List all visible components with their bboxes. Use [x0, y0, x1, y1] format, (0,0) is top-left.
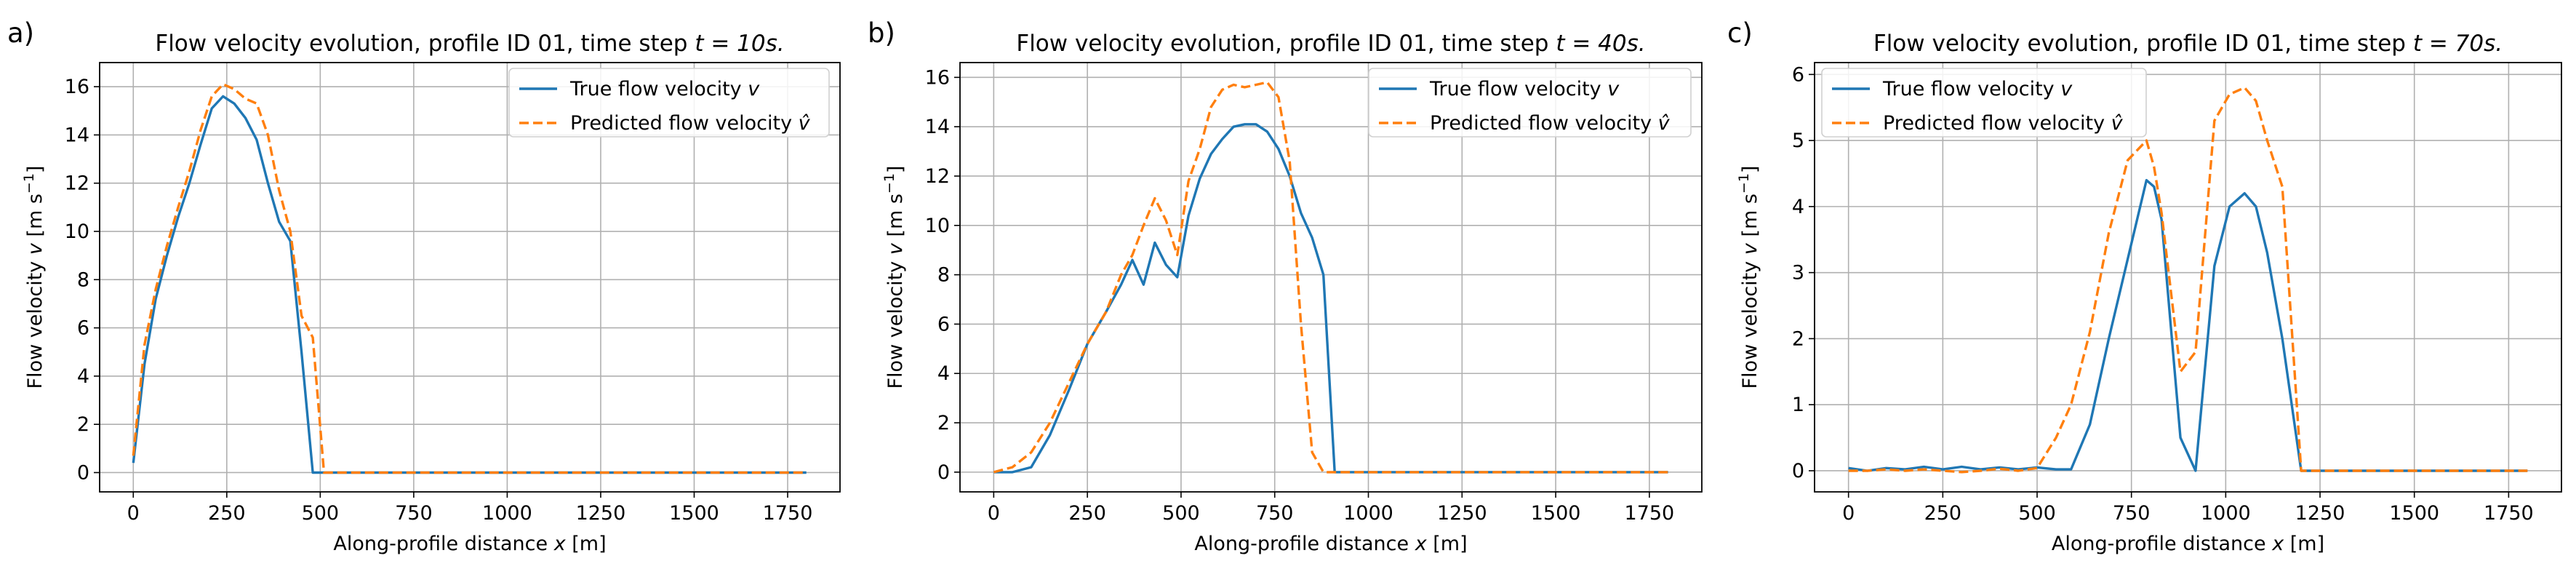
- x-tick-label: 250: [1924, 502, 1962, 525]
- y-tick-label: 10: [65, 220, 89, 243]
- y-tick-label: 10: [925, 215, 950, 237]
- x-tick-label: 0: [127, 502, 140, 525]
- y-tick-label: 2: [77, 413, 89, 436]
- y-tick-label: 14: [925, 116, 950, 138]
- y-tick-label: 16: [925, 66, 950, 89]
- legend-label: True flow velocity v: [1429, 78, 1620, 100]
- axes-frame: [99, 62, 841, 493]
- legend-label: Predicted flow velocity v̂: [1883, 112, 2124, 135]
- series-line-predicted: [993, 81, 1668, 474]
- y-tick-label: 6: [937, 313, 950, 335]
- legend: True flow velocity v Predicted flow veloc…: [508, 68, 830, 138]
- chart-title: Flow velocity evolution, profile ID 01, …: [1873, 31, 2503, 57]
- x-tick-label: 1750: [1625, 502, 1675, 525]
- y-tick-label: 2: [1792, 327, 1804, 350]
- legend-label: True flow velocity v: [1882, 78, 2073, 100]
- y-tick-label: 1: [1792, 394, 1804, 416]
- y-tick-label: 0: [1792, 460, 1804, 482]
- y-axis-label: Flow velocity v [m s−1]: [21, 166, 47, 389]
- y-tick-label: 0: [77, 461, 89, 484]
- panel-label: c): [1727, 17, 1753, 49]
- series-line-predicted: [1848, 86, 2528, 474]
- axes-frame: [1814, 62, 2562, 493]
- y-axis-label: Flow velocity v [m s−1]: [1736, 166, 1761, 389]
- chart-panel-2: b) Flow velocity evolution, profile ID 01…: [868, 17, 1703, 555]
- x-tick-label: 500: [1162, 502, 1200, 525]
- x-tick-label: 1000: [482, 502, 532, 525]
- x-tick-label: 500: [2018, 502, 2056, 525]
- axes-frame: [959, 62, 1703, 493]
- legend-label: True flow velocity v: [569, 78, 760, 100]
- x-tick-label: 1250: [1437, 502, 1487, 525]
- x-tick-label: 1500: [2389, 502, 2439, 525]
- x-tick-label: 1000: [1343, 502, 1393, 525]
- y-axis-label: Flow velocity v [m s−1]: [881, 166, 907, 389]
- chart-panel-1: a) Flow velocity evolution, profile ID 01…: [7, 17, 841, 555]
- y-tick-label: 0: [937, 461, 950, 484]
- legend-box: [1368, 68, 1692, 138]
- chart-title: Flow velocity evolution, profile ID 01, …: [155, 31, 784, 57]
- y-tick-label: 12: [65, 172, 89, 195]
- y-tick-label: 4: [937, 362, 950, 385]
- y-tick-label: 4: [77, 365, 89, 388]
- series-line-true: [993, 123, 1668, 474]
- x-tick-label: 750: [2113, 502, 2151, 525]
- x-tick-label: 1500: [1531, 502, 1581, 525]
- x-tick-label: 250: [1068, 502, 1106, 525]
- legend-box: [1821, 68, 2147, 138]
- x-tick-label: 1250: [576, 502, 626, 525]
- y-tick-label: 6: [1792, 63, 1804, 86]
- x-tick-label: 500: [302, 502, 340, 525]
- panel-label: a): [7, 17, 34, 49]
- chart-panel-3: c) Flow velocity evolution, profile ID 01…: [1727, 17, 2562, 555]
- chart-title: Flow velocity evolution, profile ID 01, …: [1016, 31, 1645, 57]
- y-tick-label: 4: [1792, 196, 1804, 218]
- legend-box: [508, 68, 830, 138]
- series-line-true: [1848, 178, 2528, 472]
- series-line-predicted: [132, 83, 807, 474]
- x-tick-label: 1250: [2295, 502, 2345, 525]
- y-tick-label: 8: [77, 268, 89, 291]
- x-tick-label: 1500: [669, 502, 719, 525]
- y-tick-label: 3: [1792, 262, 1804, 284]
- x-tick-label: 250: [208, 502, 246, 525]
- x-axis-label: Along-profile distance x [m]: [2052, 533, 2324, 555]
- x-axis-label: Along-profile distance x [m]: [333, 533, 606, 555]
- y-tick-label: 5: [1792, 130, 1804, 152]
- legend: True flow velocity v Predicted flow veloc…: [1368, 68, 1692, 138]
- x-axis-label: Along-profile distance x [m]: [1194, 533, 1467, 555]
- x-tick-label: 750: [1256, 502, 1294, 525]
- x-tick-label: 1750: [763, 502, 813, 525]
- y-tick-label: 8: [937, 264, 950, 287]
- y-tick-label: 12: [925, 165, 950, 188]
- series-line-true: [132, 95, 807, 474]
- legend: True flow velocity v Predicted flow veloc…: [1821, 68, 2147, 138]
- x-tick-label: 750: [395, 502, 433, 525]
- legend-label: Predicted flow velocity v̂: [1430, 112, 1671, 135]
- panel-label: b): [868, 17, 895, 49]
- x-tick-label: 1000: [2201, 502, 2251, 525]
- y-tick-label: 2: [937, 412, 950, 434]
- y-tick-label: 14: [65, 124, 89, 146]
- x-tick-label: 0: [1842, 502, 1855, 525]
- y-tick-label: 6: [77, 317, 89, 340]
- x-tick-label: 1750: [2484, 502, 2534, 525]
- y-tick-label: 16: [65, 76, 89, 98]
- legend-label: Predicted flow velocity v̂: [570, 112, 811, 135]
- x-tick-label: 0: [988, 502, 1000, 525]
